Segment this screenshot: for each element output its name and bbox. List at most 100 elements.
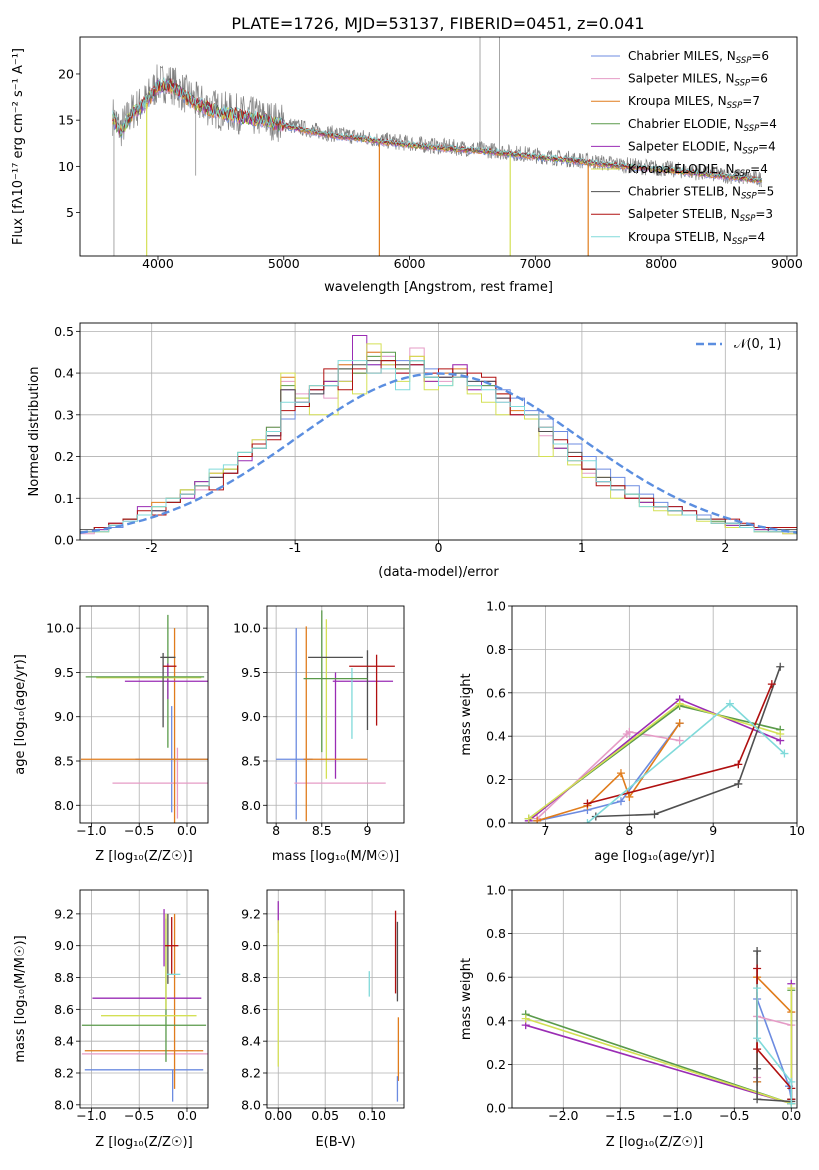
legend-entry: Salpeter MILES, NSSP=6 — [628, 72, 768, 89]
data-point — [124, 663, 208, 699]
x-axis-label: mass [log₁₀(M/M☉)] — [272, 849, 399, 864]
plus-marker — [524, 814, 533, 823]
plus-marker — [583, 799, 592, 808]
ticks: -2 -1 0 1 2 0.0 0.1 0.2 0.3 0.4 0.5 — [54, 324, 729, 555]
plus-marker — [625, 727, 634, 736]
y-tick-label: 8.5 — [54, 754, 74, 769]
y-axis-label: Normed distribution — [27, 367, 42, 497]
x-axis-label: Z [log₁₀(Z/Z☉)] — [95, 849, 192, 864]
y-tick-label: 9.0 — [241, 938, 261, 953]
legend-entry: Chabrier STELIB, NSSP=5 — [628, 185, 774, 202]
plus-marker — [734, 760, 743, 769]
x-axis-label: Z [log₁₀(Z/Z☉)] — [606, 1135, 703, 1150]
legend-entry: Chabrier ELODIE, NSSP=4 — [628, 117, 777, 134]
x-tick-label: 8 — [625, 823, 633, 838]
plus-marker — [675, 719, 684, 728]
y-tick-label: 8.6 — [241, 1002, 261, 1017]
series-line — [525, 988, 793, 1105]
y-axis-label: mass [log₁₀(M/M☉)] — [13, 935, 28, 1062]
plus-marker — [625, 792, 634, 801]
y-tick-label: 5 — [66, 205, 74, 220]
plus-marker — [787, 984, 796, 993]
y-tick-label: 0.0 — [486, 816, 506, 831]
y-tick-label: 8.4 — [54, 1034, 74, 1049]
massweight-vs-metallicity-plot-area — [521, 947, 796, 1108]
spectrum-panel: 4000 5000 6000 7000 8000 9000 5 10 15 20 wavelengt… — [11, 36, 803, 295]
legend-entry: Kroupa STELIB, NSSP=4 — [628, 230, 765, 247]
y-axis-label: mass weight — [459, 958, 474, 1040]
y-tick-label: 0.4 — [54, 366, 74, 381]
y-axis-label: age [log₁₀(age/yr)] — [13, 654, 28, 775]
plus-marker — [753, 1045, 762, 1054]
series-line — [536, 722, 681, 822]
plus-marker — [753, 1034, 762, 1043]
x-tick-label: 9 — [709, 823, 717, 838]
spectrum-plot-area — [112, 37, 763, 256]
ticks: −1.0 −0.5 0.0 8.0 8.5 9.0 9.5 10.0 — [46, 621, 197, 838]
x-tick-label: −1.0 — [76, 1108, 106, 1123]
massweight-vs-metallicity-panel: −2.0 −1.5 −1.0 −0.5 0.0 0.0 0.2 0.4 0.6 0.8 1.0 Z [… — [459, 883, 801, 1151]
x-axis-label: wavelength [Angstrom, rest frame] — [324, 280, 553, 295]
plus-marker — [753, 1095, 762, 1104]
x-tick-label: 5000 — [268, 256, 300, 271]
plus-marker — [787, 1099, 796, 1108]
y-axis-label: mass weight — [459, 673, 474, 755]
residuals-plot-area — [80, 335, 797, 540]
y-tick-label: 9.2 — [241, 906, 261, 921]
plus-marker — [780, 749, 789, 758]
y-tick-label: 0.1 — [54, 491, 74, 506]
x-tick-label: 9 — [363, 823, 371, 838]
y-tick-label: 20 — [58, 66, 74, 81]
plus-marker — [787, 1077, 796, 1086]
y-tick-label: 9.0 — [54, 938, 74, 953]
data-point — [165, 917, 179, 975]
y-tick-label: 1.0 — [486, 599, 506, 614]
x-tick-label: −2.0 — [548, 1108, 578, 1123]
y-tick-label: 0.0 — [54, 533, 74, 548]
x-axis-label: age [log₁₀(age/yr)] — [594, 849, 715, 864]
plus-marker — [753, 964, 762, 973]
plus-marker — [767, 680, 776, 689]
y-tick-label: 0.4 — [486, 729, 506, 744]
y-tick-label: 0.3 — [54, 407, 74, 422]
x-tick-label: -1 — [289, 540, 301, 555]
axes-frame — [266, 889, 405, 1109]
axes-frame — [79, 36, 798, 257]
ticks: 8 8.5 9 8.0 8.5 9.0 9.5 10.0 — [233, 621, 371, 838]
residuals-panel: -2 -1 0 1 2 0.0 0.1 0.2 0.3 0.4 0.5 (data-model)/er… — [27, 322, 798, 580]
axes-frame — [79, 322, 798, 541]
x-tick-label: 7 — [542, 823, 550, 838]
data-point — [112, 747, 208, 819]
y-tick-label: 0.0 — [486, 1101, 506, 1116]
spectrum-legend: Chabrier MILES, NSSP=6 Salpeter MILES, NS… — [591, 49, 777, 247]
x-tick-label: 0.05 — [311, 1108, 339, 1123]
y-tick-label: 0.8 — [486, 926, 506, 941]
series-line — [595, 666, 781, 818]
plus-marker — [616, 797, 625, 806]
axes-frame — [511, 889, 798, 1109]
massweight-vs-age-plot-area — [524, 662, 789, 823]
y-tick-label: 0.6 — [486, 685, 506, 700]
y-tick-label: 9.0 — [54, 709, 74, 724]
series-line — [586, 702, 785, 823]
y-axis-label: Flux [fλ10⁻¹⁷ erg cm⁻² s⁻¹ A⁻¹] — [11, 48, 26, 245]
mass-vs-extinction-panel: 0.00 0.05 0.10 8.0 8.2 8.4 8.6 8.8 9.0 9.2 E(B-V) — [241, 889, 405, 1150]
age-vs-mass-plot-area — [276, 610, 395, 822]
plus-marker — [753, 1064, 762, 1073]
x-axis-label: E(B-V) — [315, 1135, 355, 1150]
x-tick-label: 2 — [721, 540, 729, 555]
y-tick-label: 8.2 — [241, 1065, 261, 1080]
y-tick-label: 8.2 — [54, 1065, 74, 1080]
axes-frame — [79, 605, 209, 824]
series-line — [756, 975, 793, 1104]
y-tick-label: 9.0 — [241, 709, 261, 724]
mass-vs-metallicity-plot-area — [81, 909, 208, 1102]
y-tick-label: 0.5 — [54, 324, 74, 339]
y-tick-label: 9.5 — [54, 665, 74, 680]
x-tick-label: 0.0 — [781, 1108, 801, 1123]
ticks: 4000 5000 6000 7000 8000 9000 5 10 15 20 — [58, 66, 803, 271]
model-line — [112, 76, 763, 181]
plus-marker — [734, 779, 743, 788]
x-tick-label: 7000 — [519, 256, 551, 271]
